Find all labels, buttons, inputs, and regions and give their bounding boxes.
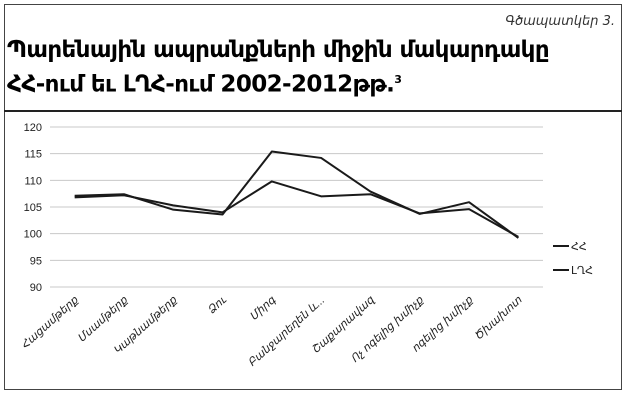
y-tick-label: 120 xyxy=(24,122,42,134)
legend: ՀՀ ԼՂՀ xyxy=(553,241,593,277)
chart-title-line1: Պարենային ապրանքների միջին մակարդակը xyxy=(7,37,550,63)
title-footnote: 3 xyxy=(394,73,402,86)
gridlines xyxy=(50,126,543,288)
figure-frame xyxy=(4,4,622,390)
y-tick-label: 95 xyxy=(30,255,42,267)
legend-label: ՀՀ xyxy=(571,241,587,253)
figure-label: Գծապատկեր 3. xyxy=(505,14,615,29)
series-line-2 xyxy=(74,150,519,239)
y-tick-label: 100 xyxy=(24,229,42,241)
legend-label: ԼՂՀ xyxy=(571,265,593,277)
y-tick-label: 90 xyxy=(30,282,42,294)
chart-title: Պարենային ապրանքների միջին մակարդակը ՀՀ-… xyxy=(7,36,550,100)
x-tick-label: Միրգ xyxy=(248,294,279,323)
y-axis-ticks: 90 95 100 105 110 115 120 xyxy=(24,122,42,294)
y-tick-label: 105 xyxy=(24,202,42,214)
y-tick-label: 115 xyxy=(24,149,42,161)
chart-title-line2: ՀՀ-ում եւ ԼՂՀ-ում 2002-2012թթ. xyxy=(7,71,395,98)
title-divider xyxy=(4,110,622,112)
y-tick-label: 110 xyxy=(24,175,42,187)
x-tick-label: Ծխախոտ xyxy=(472,293,525,343)
series-line-1 xyxy=(74,180,519,238)
x-tick-label: Հացամթերք xyxy=(19,294,82,352)
series-lines xyxy=(74,150,519,239)
x-tick-label: Ձու xyxy=(206,294,230,317)
